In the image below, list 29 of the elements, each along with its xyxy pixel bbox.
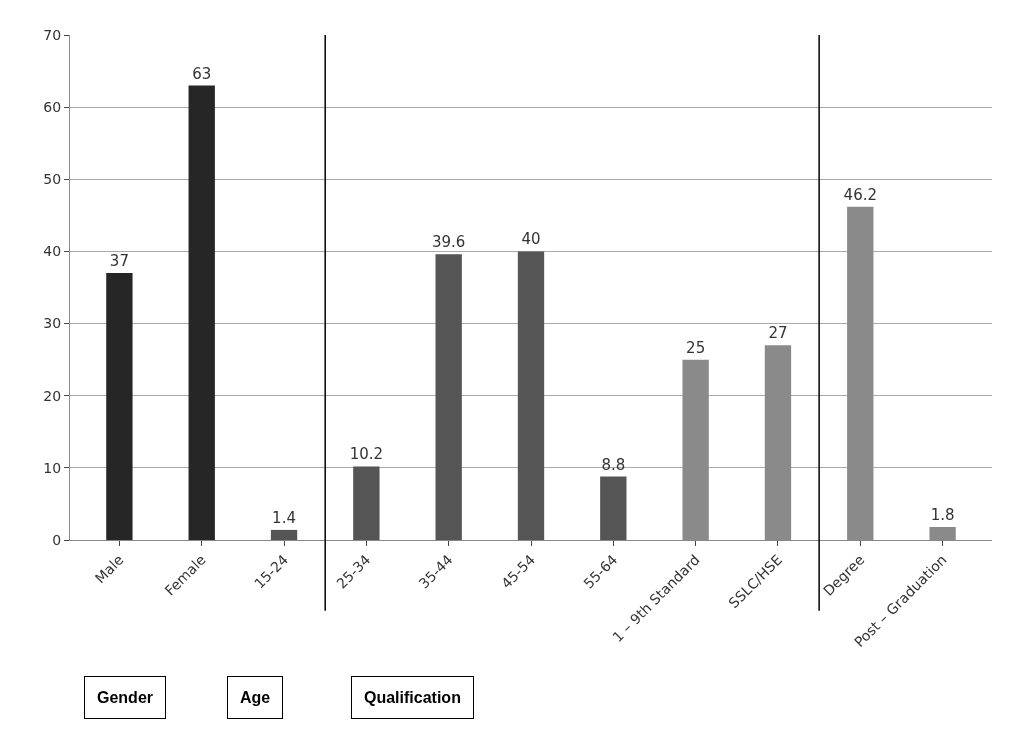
data-label: 39.6: [431, 233, 466, 252]
bar: [600, 476, 627, 540]
bar: [353, 466, 380, 540]
bar: [435, 254, 462, 540]
bar: [106, 273, 133, 540]
data-label: 1.4: [272, 508, 296, 527]
y-tick-label: 30: [43, 315, 62, 332]
text: Qualification: [364, 689, 461, 706]
y-tick-label: 40: [43, 243, 62, 260]
data-label: 1.8: [930, 506, 955, 525]
bar: [270, 529, 298, 540]
y-tick-label: 70: [43, 26, 62, 43]
y-tick-label: 50: [43, 171, 62, 188]
data-label: 40: [521, 230, 541, 249]
y-tick-label: 60: [43, 99, 62, 116]
data-label: 10.2: [349, 445, 384, 464]
y-tick-label: 20: [43, 387, 62, 404]
text: Age: [240, 689, 271, 706]
bar: [517, 251, 545, 540]
data-label: 25: [686, 338, 706, 357]
data-label: 63: [192, 64, 212, 83]
data-label: 46.2: [843, 185, 877, 204]
text: Gender: [97, 689, 154, 706]
data-label: 8.8: [601, 455, 626, 474]
data-label: 27: [768, 324, 788, 343]
bar: [188, 85, 215, 540]
y-tick-label: 10: [43, 459, 62, 476]
data-label: 37: [109, 252, 129, 271]
y-tick-label: 0: [52, 531, 62, 548]
